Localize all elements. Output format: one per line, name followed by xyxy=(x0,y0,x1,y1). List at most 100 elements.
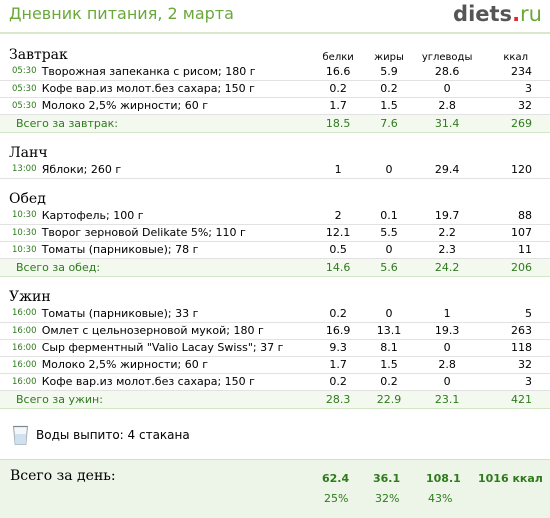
food-fat: 5.9 xyxy=(362,63,416,81)
meal-title: Ужин xyxy=(9,289,51,305)
meal-gap xyxy=(0,132,550,142)
food-carbs: 29.4 xyxy=(415,161,479,179)
food-time: 10:30 xyxy=(0,207,39,225)
meal-total-label: Всего за завтрак: xyxy=(0,114,314,133)
food-protein: 1.7 xyxy=(313,356,363,374)
meal-total-label: Всего за обед: xyxy=(0,258,314,277)
day-total-fat: 36.1 xyxy=(373,472,401,485)
food-carbs: 0 xyxy=(415,80,479,98)
food-protein: 9.3 xyxy=(313,339,363,357)
meal-title: Ланч xyxy=(9,145,48,161)
col-head-carbs: углеводы xyxy=(421,52,473,63)
food-kcal: 3 xyxy=(478,80,550,98)
meal-total-protein: 14.6 xyxy=(313,258,363,277)
meal-gap xyxy=(0,408,550,418)
food-fat: 8.1 xyxy=(362,339,416,357)
page-title: Дневник питания, 2 марта xyxy=(9,4,234,23)
food-kcal: 234 xyxy=(478,63,550,81)
gap-cell xyxy=(0,276,550,286)
food-time: 13:00 xyxy=(0,161,39,179)
food-name: Томаты (парниковые); 33 г xyxy=(38,305,314,323)
meal-total-protein: 18.5 xyxy=(313,114,363,133)
food-name: Молоко 2,5% жирности; 60 г xyxy=(38,356,314,374)
food-row: 10:30 Картофель; 100 г 2 0.1 19.7 88 xyxy=(0,207,550,225)
food-row: 16:00 Томаты (парниковые); 33 г 0.2 0 1 5 xyxy=(0,305,550,323)
food-name: Молоко 2,5% жирности; 60 г xyxy=(38,97,314,115)
food-fat: 1.5 xyxy=(362,97,416,115)
food-fat: 0 xyxy=(362,161,416,179)
food-protein: 1 xyxy=(313,161,363,179)
day-pct-carbs: 43% xyxy=(428,492,453,505)
food-carbs: 19.3 xyxy=(415,322,479,340)
logo-tld: ru xyxy=(520,2,542,26)
food-name: Яблоки; 260 г xyxy=(38,161,314,179)
food-kcal: 263 xyxy=(478,322,550,340)
food-fat: 0 xyxy=(362,241,416,259)
food-name: Картофель; 100 г xyxy=(38,207,314,225)
day-pct-protein: 25% xyxy=(324,492,349,505)
meal-total-row: Всего за обед: 14.6 5.6 24.2 206 xyxy=(0,258,550,277)
food-row: 16:00 Сыр ферментный "Valio Lacay Swiss";… xyxy=(0,339,550,357)
meal-total-fat: 22.9 xyxy=(362,390,416,409)
food-name: Кофе вар.из молот.без сахара; 150 г xyxy=(38,80,314,98)
food-fat: 0.1 xyxy=(362,207,416,225)
gap-cell xyxy=(0,132,550,142)
food-carbs: 2.2 xyxy=(415,224,479,242)
day-total-carbs: 108.1 xyxy=(426,472,461,485)
food-fat: 0.2 xyxy=(362,80,416,98)
food-kcal: 32 xyxy=(478,356,550,374)
food-protein: 0.5 xyxy=(313,241,363,259)
food-row: 16:00 Омлет с цельнозерновой мукой; 180 г… xyxy=(0,322,550,340)
header-divider xyxy=(0,32,550,34)
food-fat: 5.5 xyxy=(362,224,416,242)
food-name: Сыр ферментный "Valio Lacay Swiss"; 37 г xyxy=(38,339,314,357)
food-carbs: 28.6 xyxy=(415,63,479,81)
water-intake: Воды выпито: 4 стакана xyxy=(12,424,190,446)
food-time: 16:00 xyxy=(0,305,39,323)
food-protein: 16.6 xyxy=(313,63,363,81)
food-protein: 2 xyxy=(313,207,363,225)
food-row: 10:30 Томаты (парниковые); 78 г 0.5 0 2.3 11 xyxy=(0,241,550,259)
food-time: 16:00 xyxy=(0,322,39,340)
logo-main: diets xyxy=(453,2,513,26)
food-name: Томаты (парниковые); 78 г xyxy=(38,241,314,259)
food-protein: 0.2 xyxy=(313,80,363,98)
water-text: Воды выпито: 4 стакана xyxy=(36,428,190,442)
food-row: 16:00 Кофе вар.из молот.без сахара; 150 г… xyxy=(0,373,550,391)
food-kcal: 32 xyxy=(478,97,550,115)
meal-header-spacer xyxy=(314,286,550,305)
meal-total-carbs: 24.2 xyxy=(415,258,479,277)
meal-total-fat: 5.6 xyxy=(362,258,416,277)
food-kcal: 3 xyxy=(478,373,550,391)
food-carbs: 1 xyxy=(415,305,479,323)
meal-total-protein: 28.3 xyxy=(313,390,363,409)
day-total-label: Всего за день: xyxy=(10,468,116,484)
meal-header-spacer xyxy=(314,142,550,161)
meal-total-kcal: 421 xyxy=(478,390,550,409)
food-kcal: 88 xyxy=(478,207,550,225)
day-total-kcal: 1016 ккал xyxy=(478,472,543,485)
food-row: 05:30 Кофе вар.из молот.без сахара; 150 г… xyxy=(0,80,550,98)
site-logo[interactable]: diets.ru xyxy=(453,2,542,26)
food-time: 05:30 xyxy=(0,97,39,115)
food-time: 16:00 xyxy=(0,356,39,374)
food-fat: 13.1 xyxy=(362,322,416,340)
food-protein: 16.9 xyxy=(313,322,363,340)
food-fat: 0.2 xyxy=(362,373,416,391)
meal-title: Завтрак xyxy=(9,47,68,63)
glass-icon xyxy=(12,425,29,446)
col-head-fat: жиры xyxy=(374,52,404,63)
food-time: 05:30 xyxy=(0,80,39,98)
food-kcal: 11 xyxy=(478,241,550,259)
food-row: 16:00 Молоко 2,5% жирности; 60 г 1.7 1.5 2.8… xyxy=(0,356,550,374)
meal-total-label: Всего за ужин: xyxy=(0,390,314,409)
food-protein: 12.1 xyxy=(313,224,363,242)
food-carbs: 0 xyxy=(415,339,479,357)
food-time: 10:30 xyxy=(0,241,39,259)
food-time: 05:30 xyxy=(0,63,39,81)
meal-gap xyxy=(0,276,550,286)
food-row: 05:30 Молоко 2,5% жирности; 60 г 1.7 1.5 2.8… xyxy=(0,97,550,115)
gap-cell xyxy=(0,178,550,188)
day-pct-fat: 32% xyxy=(375,492,400,505)
